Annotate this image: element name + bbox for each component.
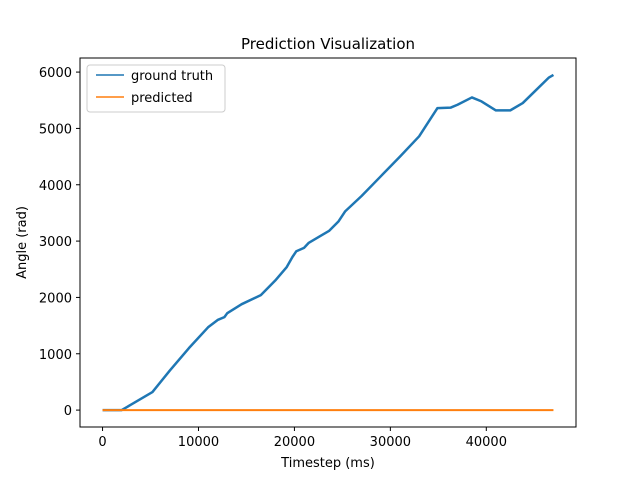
- y-axis-label: Angle (rad): [15, 206, 30, 279]
- legend: ground truth predicted: [86, 64, 226, 113]
- x-tick-label: 30000: [370, 435, 411, 450]
- x-tick-label: 40000: [466, 435, 507, 450]
- y-tick-label: 6000: [39, 66, 72, 81]
- legend-label-ground-truth: ground truth: [131, 69, 213, 84]
- series-line-ground-truth: [102, 73, 555, 412]
- x-tick-label: 10000: [178, 435, 219, 450]
- legend-box: [86, 64, 226, 113]
- y-tick-label: 3000: [39, 235, 72, 250]
- plot-area: [102, 73, 555, 412]
- y-tick-label: 1000: [39, 348, 72, 363]
- plot-frame: [79, 57, 577, 428]
- y-tick-label: 4000: [39, 179, 72, 194]
- axis-ticks: 0 10000 20000 30000 40000 0 1000 2000 3000 4000 50…: [39, 66, 507, 450]
- y-tick-label: 0: [64, 404, 72, 419]
- chart-title: Prediction Visualization: [241, 35, 415, 53]
- y-tick-label: 2000: [39, 291, 72, 306]
- y-tick-label: 5000: [39, 122, 72, 137]
- x-axis-label: Timestep (ms): [280, 456, 375, 471]
- legend-label-predicted: predicted: [131, 91, 193, 106]
- x-tick-label: 0: [98, 435, 106, 450]
- x-tick-label: 20000: [274, 435, 315, 450]
